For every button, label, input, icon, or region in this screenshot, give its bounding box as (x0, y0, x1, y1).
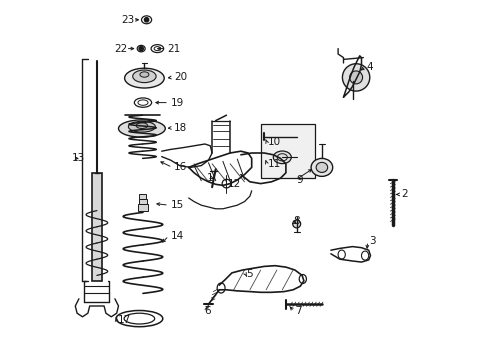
Text: 20: 20 (174, 72, 187, 82)
Circle shape (139, 46, 143, 51)
Text: 6: 6 (204, 306, 210, 316)
Text: 10: 10 (267, 137, 281, 147)
Text: 16: 16 (174, 162, 187, 172)
Ellipse shape (273, 151, 291, 163)
FancyBboxPatch shape (92, 173, 102, 281)
Text: 2: 2 (400, 189, 407, 199)
Text: 17: 17 (118, 315, 131, 325)
Ellipse shape (128, 121, 155, 132)
Ellipse shape (132, 70, 156, 83)
FancyBboxPatch shape (139, 199, 146, 204)
Text: 21: 21 (167, 44, 180, 54)
Ellipse shape (292, 220, 300, 228)
Text: 3: 3 (368, 236, 375, 246)
Circle shape (349, 71, 362, 84)
Text: 13: 13 (72, 153, 85, 163)
Text: 11: 11 (267, 159, 281, 169)
Circle shape (144, 18, 148, 22)
Text: 5: 5 (246, 269, 252, 279)
Text: 23: 23 (121, 15, 134, 25)
Text: 14: 14 (170, 231, 183, 241)
Text: 12: 12 (228, 179, 241, 189)
Ellipse shape (316, 162, 327, 172)
Ellipse shape (140, 72, 149, 77)
Text: 9: 9 (296, 175, 303, 185)
Circle shape (342, 64, 369, 91)
Text: 7: 7 (294, 306, 301, 316)
Ellipse shape (118, 120, 165, 137)
Text: 19: 19 (170, 98, 183, 108)
FancyBboxPatch shape (139, 194, 145, 199)
Bar (260, 124, 314, 178)
Text: 22: 22 (114, 44, 127, 54)
Ellipse shape (310, 158, 332, 176)
FancyBboxPatch shape (137, 204, 147, 211)
Text: 18: 18 (174, 123, 187, 133)
Text: 8: 8 (292, 216, 299, 226)
Text: 1: 1 (207, 173, 213, 183)
Ellipse shape (136, 123, 147, 129)
Ellipse shape (124, 68, 164, 88)
Text: 4: 4 (366, 62, 373, 72)
Text: 15: 15 (170, 200, 183, 210)
